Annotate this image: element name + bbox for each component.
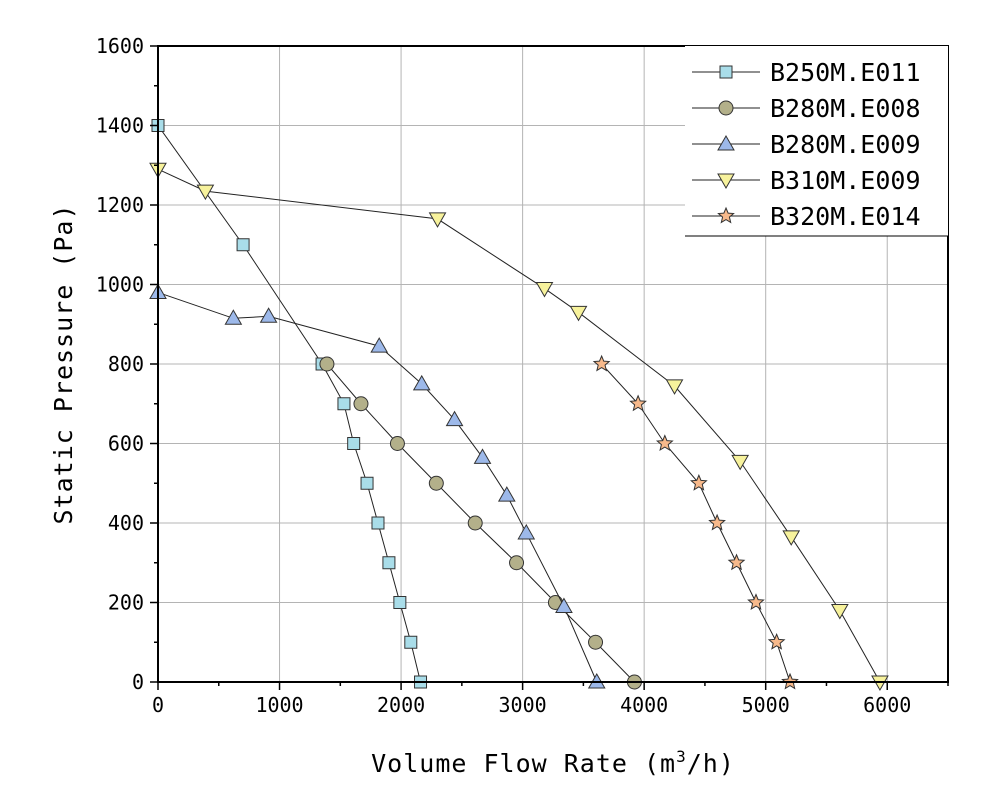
- data-point: [404, 635, 418, 649]
- data-point: [370, 337, 389, 353]
- x-axis-title: Volume Flow Rate (m3/h): [371, 747, 735, 778]
- data-point: [665, 379, 684, 395]
- x-tick-label: 1000: [255, 693, 303, 717]
- data-point: [412, 374, 431, 391]
- legend-marker: [718, 100, 734, 116]
- x-tick-label: 2000: [377, 693, 425, 717]
- legend-entry: B280M.E009: [692, 130, 921, 159]
- data-point: [382, 556, 396, 570]
- data-point: [731, 454, 750, 471]
- x-tick-label: 5000: [742, 693, 790, 717]
- legend-marker: [717, 173, 735, 190]
- data-point: [360, 476, 374, 490]
- x-tick-label: 4000: [620, 693, 668, 717]
- legend-label: B250M.E011: [770, 58, 921, 87]
- data-point: [224, 309, 243, 325]
- data-point: [655, 434, 674, 452]
- y-tick-label: 1600: [96, 34, 144, 58]
- data-point: [690, 473, 708, 491]
- y-tick-label: 400: [108, 511, 144, 535]
- y-tick-label: 1400: [96, 114, 144, 138]
- series-B280M.E009: [149, 283, 606, 689]
- data-point: [347, 437, 361, 450]
- data-point: [259, 307, 278, 323]
- y-tick-label: 0: [132, 670, 144, 694]
- series-line: [157, 168, 881, 683]
- data-point: [588, 634, 604, 650]
- series-B320M.E014: [592, 354, 799, 690]
- y-tick-label: 1200: [96, 193, 144, 217]
- data-point: [592, 354, 611, 372]
- x-axis-title-tail: /h): [687, 749, 735, 778]
- series-B310M.E009: [149, 162, 889, 692]
- ticks: 0 1000 2000 3000 4000 5000 6000 0 200 400 600 800 10…: [96, 34, 949, 717]
- legend-marker: [717, 206, 735, 224]
- data-point: [393, 596, 407, 609]
- series-B280M.E008: [319, 356, 642, 690]
- data-point: [389, 436, 405, 451]
- legend-entry: B250M.E011: [692, 58, 921, 87]
- data-point: [555, 597, 573, 613]
- y-tick-label: 1000: [96, 273, 144, 297]
- data-point: [569, 305, 588, 322]
- data-point: [337, 397, 351, 411]
- data-point: [830, 603, 849, 620]
- y-tick-label: 200: [108, 591, 144, 615]
- legend-marker: [719, 65, 733, 79]
- series-line: [157, 125, 422, 683]
- legend-label: B310M.E009: [770, 166, 921, 195]
- data-point: [467, 515, 483, 531]
- y-tick-label: 600: [108, 432, 144, 456]
- y-tick-label: 800: [108, 352, 144, 376]
- legend-label: B320M.E014: [770, 202, 921, 231]
- x-axis-title-sup: 3: [676, 747, 687, 766]
- data-point: [767, 632, 786, 650]
- data-point: [517, 523, 536, 540]
- x-tick-label: 0: [152, 693, 164, 717]
- data-point: [782, 530, 801, 546]
- legend: B250M.E011 B280M.E008 B280M.E009 B310M.E009…: [685, 46, 948, 237]
- data-point: [428, 212, 447, 228]
- data-point: [196, 184, 215, 201]
- data-point: [509, 555, 525, 571]
- y-axis-title: Static Pressure (Pa): [49, 203, 78, 524]
- data-point: [727, 553, 746, 571]
- data-point: [428, 475, 444, 491]
- x-tick-label: 6000: [863, 693, 911, 717]
- legend-entry: B320M.E014: [692, 202, 921, 231]
- data-point: [747, 593, 765, 611]
- data-point: [371, 516, 385, 530]
- x-tick-label: 3000: [499, 693, 547, 717]
- data-point: [319, 356, 335, 372]
- data-point: [629, 394, 647, 412]
- data-point: [236, 238, 250, 252]
- legend-marker: [717, 134, 735, 151]
- data-point: [445, 410, 464, 427]
- legend-entry: B280M.E008: [692, 94, 921, 123]
- legend-label: B280M.E009: [770, 130, 921, 159]
- legend-entry: B310M.E009: [692, 166, 921, 195]
- series-layer: [149, 119, 889, 692]
- data-point: [708, 513, 726, 531]
- data-point: [353, 396, 369, 412]
- legend-label: B280M.E008: [770, 94, 921, 123]
- data-point: [497, 486, 516, 502]
- data-point: [535, 281, 554, 298]
- data-point: [473, 448, 492, 464]
